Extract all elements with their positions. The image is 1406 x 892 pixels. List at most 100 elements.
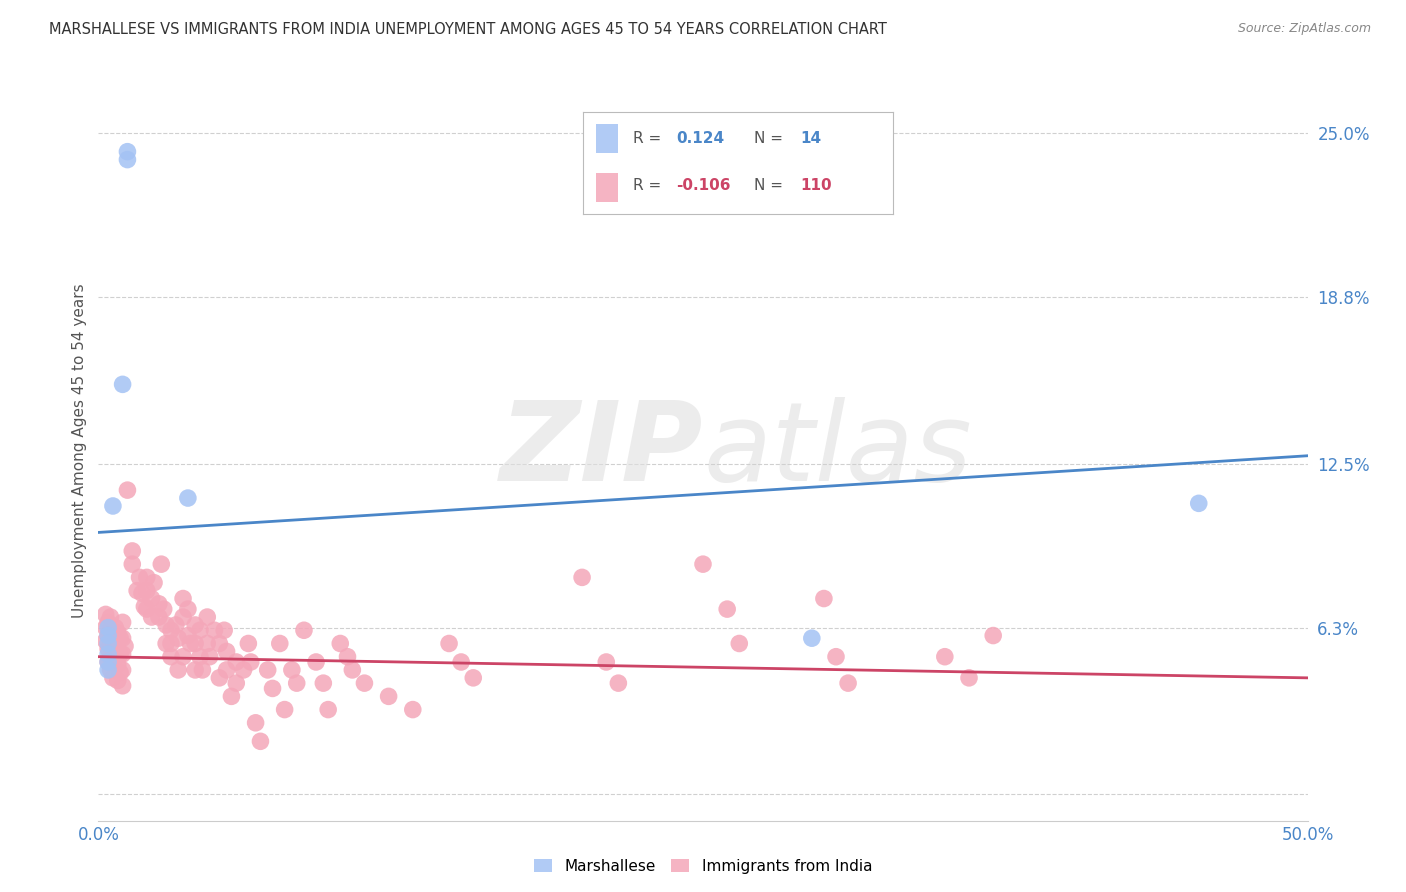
Point	[97, 629, 120, 643]
Point	[167, 631, 190, 645]
Point	[342, 663, 364, 677]
Point	[97, 655, 120, 669]
Point	[111, 631, 134, 645]
Point	[692, 557, 714, 571]
Point	[177, 602, 200, 616]
Point	[97, 621, 120, 635]
Point	[188, 649, 211, 664]
Point	[135, 583, 157, 598]
Point	[148, 597, 170, 611]
Point	[172, 591, 194, 606]
Point	[728, 636, 751, 650]
Point	[100, 624, 122, 638]
Point	[101, 499, 124, 513]
Text: R =: R =	[633, 130, 666, 145]
Text: R =: R =	[633, 178, 666, 193]
Point	[249, 734, 271, 748]
Legend: Marshallese, Immigrants from India: Marshallese, Immigrants from India	[527, 853, 879, 880]
Text: 14: 14	[800, 130, 821, 145]
Point	[101, 641, 124, 656]
Point	[837, 676, 859, 690]
Text: N =: N =	[754, 178, 787, 193]
Point	[239, 655, 262, 669]
Point	[128, 570, 150, 584]
Point	[184, 663, 207, 677]
Point	[108, 647, 131, 661]
Point	[204, 624, 226, 638]
Point	[188, 624, 211, 638]
Point	[127, 583, 149, 598]
Point	[437, 636, 460, 650]
Point	[117, 145, 139, 159]
Point	[111, 377, 134, 392]
Point	[100, 649, 122, 664]
Point	[97, 663, 120, 677]
Point	[134, 599, 156, 614]
Point	[104, 633, 127, 648]
Point	[221, 690, 243, 704]
Point	[177, 491, 200, 505]
Point	[155, 618, 177, 632]
Point	[262, 681, 284, 696]
Point	[94, 633, 117, 648]
Point	[107, 673, 129, 688]
Text: Source: ZipAtlas.com: Source: ZipAtlas.com	[1237, 22, 1371, 36]
Point	[607, 676, 630, 690]
Point	[316, 703, 339, 717]
Point	[160, 636, 183, 650]
Point	[273, 703, 295, 717]
Bar	[596, 173, 617, 202]
Point	[813, 591, 835, 606]
Text: 110: 110	[800, 178, 831, 193]
Point	[800, 631, 823, 645]
Point	[97, 636, 120, 650]
Point	[165, 618, 187, 632]
Point	[135, 570, 157, 584]
Point	[107, 657, 129, 672]
Point	[104, 621, 127, 635]
Point	[117, 153, 139, 167]
Point	[716, 602, 738, 616]
Point	[269, 636, 291, 650]
Point	[143, 575, 166, 590]
Point	[131, 586, 153, 600]
Point	[208, 636, 231, 650]
Point	[215, 644, 238, 658]
Point	[595, 655, 617, 669]
Point	[934, 649, 956, 664]
Point	[101, 655, 124, 669]
Point	[100, 663, 122, 677]
Point	[148, 610, 170, 624]
Text: ZIP: ZIP	[499, 397, 703, 504]
Point	[198, 649, 221, 664]
Point	[184, 618, 207, 632]
Point	[1188, 496, 1211, 510]
Point	[150, 557, 173, 571]
Point	[111, 647, 134, 661]
Point	[108, 631, 131, 645]
Point	[111, 615, 134, 630]
Point	[152, 602, 174, 616]
Point	[97, 655, 120, 669]
Point	[111, 663, 134, 677]
Point	[402, 703, 425, 717]
Point	[101, 629, 124, 643]
Point	[208, 671, 231, 685]
Point	[97, 647, 120, 661]
Text: MARSHALLESE VS IMMIGRANTS FROM INDIA UNEMPLOYMENT AMONG AGES 45 TO 54 YEARS CORR: MARSHALLESE VS IMMIGRANTS FROM INDIA UNE…	[49, 22, 887, 37]
Point	[215, 663, 238, 677]
Point	[160, 649, 183, 664]
Y-axis label: Unemployment Among Ages 45 to 54 years: Unemployment Among Ages 45 to 54 years	[72, 283, 87, 618]
Point	[94, 607, 117, 622]
Point	[107, 626, 129, 640]
Point	[312, 676, 335, 690]
Point	[825, 649, 848, 664]
Point	[111, 679, 134, 693]
Point	[353, 676, 375, 690]
Point	[107, 641, 129, 656]
Point	[114, 639, 136, 653]
Point	[94, 621, 117, 635]
Point	[336, 649, 359, 664]
Point	[256, 663, 278, 677]
Point	[160, 624, 183, 638]
